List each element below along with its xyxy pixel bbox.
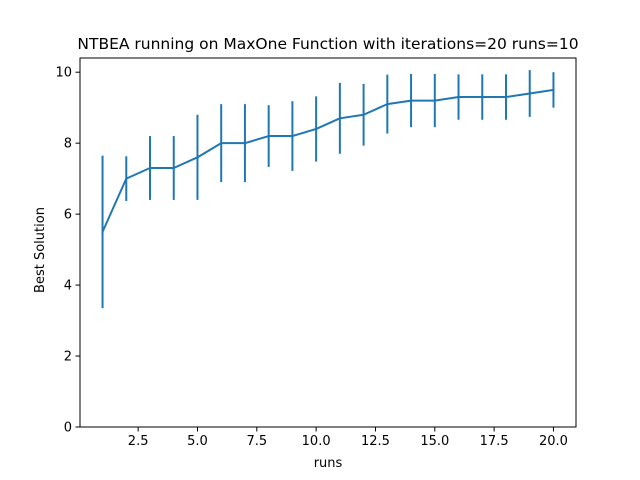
x-tick-label: 5.0 [187,434,208,449]
x-axis-ticks: 2.5 5.0 7.5 10.0 12.5 15.0 17.5 20.0 [128,427,568,449]
x-tick-label: 7.5 [246,434,267,449]
y-axis-ticks: 0 2 4 6 8 10 [55,66,80,436]
y-tick-label: 4 [64,279,72,294]
y-tick-label: 10 [55,66,72,81]
x-tick-label: 15.0 [420,434,449,449]
x-axis-label: runs [314,456,343,471]
series-line-1 [101,88,555,234]
y-tick-label: 6 [64,208,72,223]
y-tick-label: 2 [64,350,72,365]
x-tick-label: 20.0 [539,434,568,449]
y-tick-label: 0 [64,421,72,436]
plot-border [79,57,577,428]
y-axis-label: Best Solution [33,207,48,293]
axes-frame [79,57,577,428]
series-line-group [101,88,555,234]
y-tick-label: 8 [64,137,72,152]
chart-title: NTBEA running on MaxOne Function with it… [77,35,578,53]
x-tick-label: 12.5 [361,434,390,449]
x-tick-label: 17.5 [480,434,509,449]
x-tick-label: 2.5 [128,434,149,449]
x-tick-label: 10.0 [302,434,331,449]
